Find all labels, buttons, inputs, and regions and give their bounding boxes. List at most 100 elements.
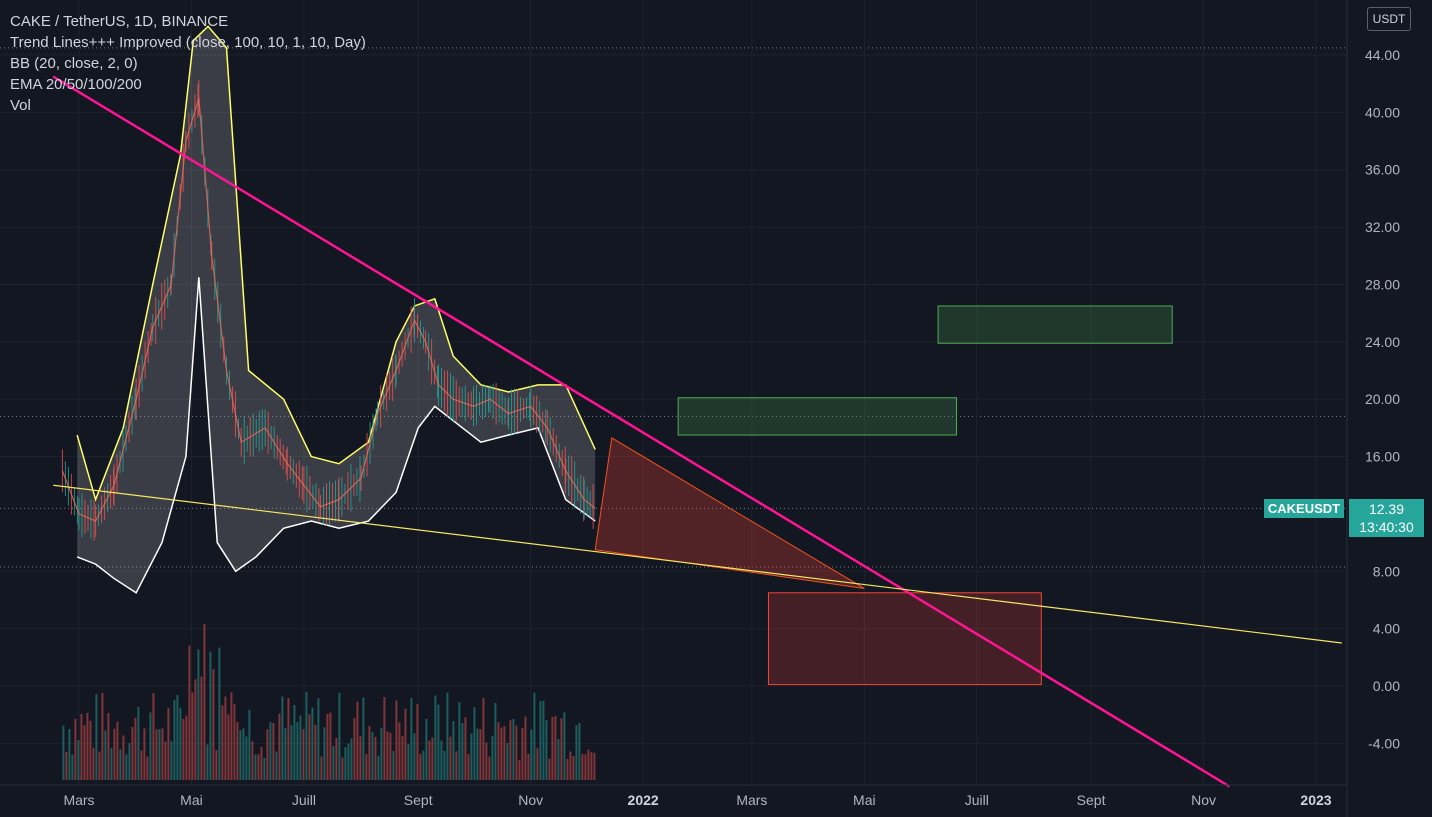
volume-bar <box>263 757 266 780</box>
volume-bar <box>125 754 128 780</box>
volume-bar <box>116 721 119 780</box>
volume-bar <box>431 737 434 780</box>
bb-upper-line <box>76 25 596 502</box>
volume-bar <box>515 725 518 780</box>
y-tick-label: 44.00 <box>1365 47 1400 63</box>
volume-bar <box>494 702 497 780</box>
volume-bar <box>446 692 449 780</box>
x-tick-label: 2022 <box>628 792 659 808</box>
volume-bar <box>203 623 206 780</box>
volume-bar <box>80 713 83 780</box>
volume-bar <box>518 759 521 780</box>
volume-bar <box>410 697 413 780</box>
volume-bar <box>356 701 359 780</box>
volume-bar <box>266 729 269 780</box>
volume-bar <box>587 749 590 780</box>
volume-bar <box>194 679 197 780</box>
volume-bar <box>341 757 344 780</box>
volume-bar <box>239 730 242 780</box>
x-tick-label: Nov <box>518 792 543 808</box>
volume-bar <box>98 751 101 780</box>
price-badge: 12.39 13:40:30 <box>1349 499 1424 537</box>
x-tick-label: Mai <box>180 792 203 808</box>
x-tick-label: Mai <box>853 792 876 808</box>
ema-line <box>61 97 596 522</box>
volume-bar <box>380 728 383 780</box>
indicator-trendlines[interactable]: Trend Lines+++ Improved (close, 100, 10,… <box>10 34 366 51</box>
volume-bar <box>92 747 95 780</box>
volume-bar <box>74 718 77 780</box>
volume-bar <box>476 728 479 780</box>
indicator-ema[interactable]: EMA 20/50/100/200 <box>10 76 142 93</box>
volume-bar <box>440 740 443 780</box>
y-tick-label: 4.00 <box>1373 621 1400 637</box>
volume-bar <box>320 756 323 780</box>
volume-bar <box>473 707 476 780</box>
axes: 44.00 40.00 36.00 32.00 28.00 24.00 20.00 16.00… <box>0 0 1400 817</box>
volume-bar <box>563 712 566 780</box>
indicator-bb[interactable]: BB (20, close, 2, 0) <box>10 55 138 72</box>
volume-bar <box>590 752 593 780</box>
volume-bar <box>152 693 155 780</box>
volume-bar <box>140 750 143 780</box>
volume-bar <box>434 695 437 780</box>
volume-bar <box>257 754 260 780</box>
y-tick-label: 24.00 <box>1365 334 1400 350</box>
volume-bar <box>134 717 137 780</box>
y-tick-label: -4.00 <box>1368 735 1400 751</box>
volume-bar <box>173 699 176 780</box>
x-tick-label: Mars <box>736 792 767 808</box>
volume-bar <box>110 748 113 780</box>
volume-bar <box>122 735 125 780</box>
red-triangle-zone <box>594 437 865 589</box>
currency-button[interactable]: USDT <box>1367 7 1411 31</box>
volume-bar <box>329 712 332 780</box>
volume-bar <box>155 729 158 780</box>
volume-bar <box>161 728 164 780</box>
volume-bar <box>62 725 65 780</box>
volume-bar <box>560 718 563 780</box>
volume-bar <box>566 759 569 780</box>
volume-bar <box>236 721 239 780</box>
y-tick-label: 36.00 <box>1365 162 1400 178</box>
y-tick-label: 32.00 <box>1365 219 1400 235</box>
indicator-vol[interactable]: Vol <box>10 97 31 114</box>
volume-bar <box>377 755 380 780</box>
volume-bar <box>542 700 545 780</box>
volume-bar <box>455 751 458 780</box>
volume-bar <box>491 735 494 780</box>
bb-lower-line <box>76 277 596 594</box>
trendline-descending <box>52 75 1231 788</box>
y-tick-label: 0.00 <box>1373 678 1400 694</box>
symbol-badge: CAKEUSDT <box>1264 499 1344 518</box>
volume-bar <box>167 707 170 780</box>
volume-bar <box>467 753 470 780</box>
chart-title: CAKE / TetherUS, 1D, BINANCE <box>10 13 229 30</box>
volume-bar <box>347 743 350 780</box>
volume-bar <box>545 720 548 780</box>
volume-bar <box>365 754 368 780</box>
volume-bar <box>395 700 398 780</box>
volume-bar <box>374 736 377 780</box>
volume-bar <box>158 729 161 780</box>
volume-bar <box>458 702 461 780</box>
volume-bar <box>527 753 530 780</box>
volume-bar <box>539 701 542 780</box>
volume-bar <box>422 750 425 780</box>
volume-bar <box>293 704 296 780</box>
volume-bar <box>251 741 254 780</box>
volume-bar <box>470 733 473 780</box>
volume-bar <box>383 696 386 780</box>
bar-countdown: 13:40:30 <box>1359 519 1414 535</box>
volume-bar <box>584 754 587 780</box>
volume-bar <box>143 728 146 780</box>
volume-bar <box>503 726 506 780</box>
volume-bar <box>65 751 68 780</box>
volume-bar <box>131 727 134 780</box>
trendlines <box>52 75 1342 788</box>
volume-bar <box>407 743 410 780</box>
volume-bar <box>104 730 107 780</box>
volume-bar <box>572 756 575 780</box>
